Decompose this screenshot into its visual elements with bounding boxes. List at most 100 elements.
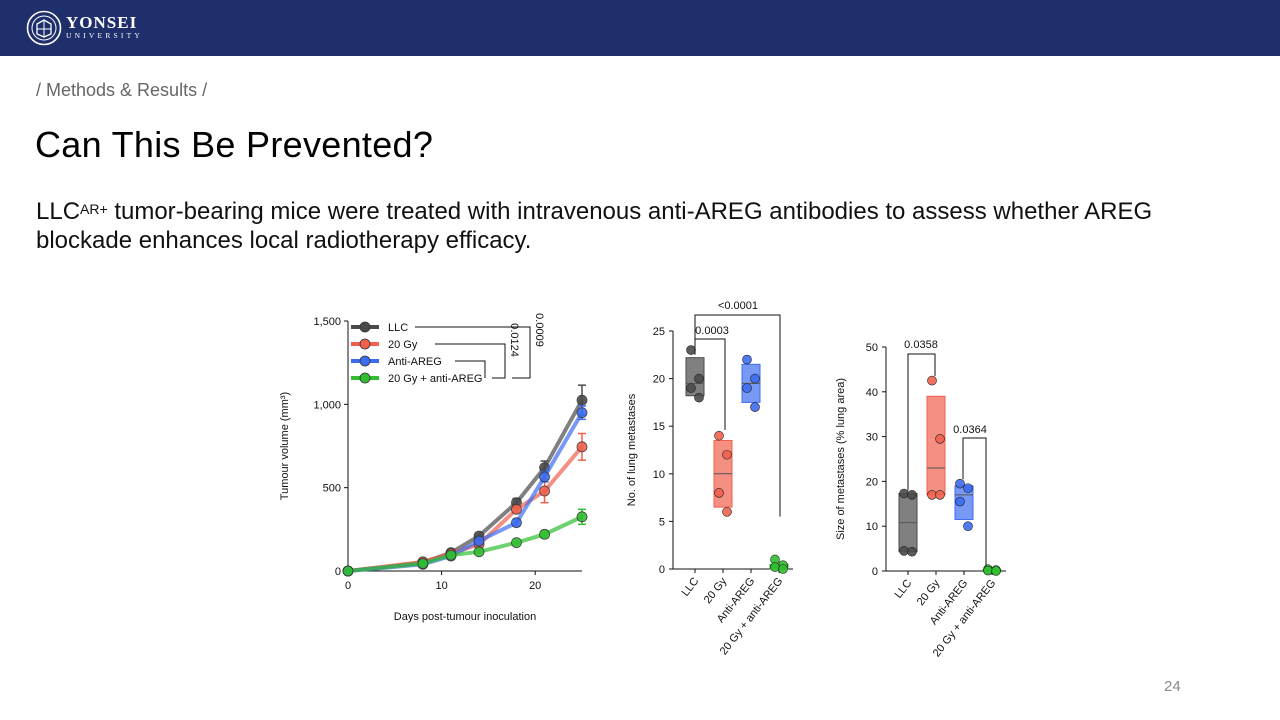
c3-data-point xyxy=(963,521,973,531)
c2-y-tick-label: 10 xyxy=(653,469,665,481)
c1-y-tick-label: 0 xyxy=(335,566,341,578)
c3-box xyxy=(926,395,946,496)
c3-y-tick-label: 0 xyxy=(872,566,878,578)
c1-legend-marker xyxy=(359,372,371,384)
c1-data-point xyxy=(511,517,522,529)
c2-data-point xyxy=(750,402,760,412)
c3-data-point xyxy=(927,375,937,386)
c1-data-point xyxy=(576,441,588,453)
c1-data-point xyxy=(576,407,588,419)
c2-data-point xyxy=(742,383,752,393)
c2-x-tick-label: 20 Gy xyxy=(702,575,730,606)
c1-data-point xyxy=(511,537,522,549)
c3-data-point xyxy=(927,490,937,500)
c2-bracket xyxy=(694,338,726,431)
c1-legend-label: 20 Gy + anti-AREG xyxy=(388,373,482,385)
c1-bracket xyxy=(435,343,506,379)
c2-y-tick-label: 5 xyxy=(659,516,665,528)
c1-data-point xyxy=(342,565,354,577)
c1-data-point xyxy=(539,485,550,497)
page-title: Can This Be Prevented? xyxy=(35,124,434,165)
c3-y-tick-label: 20 xyxy=(866,476,878,488)
c1-legend-marker xyxy=(359,338,371,350)
c1-legend-marker xyxy=(359,355,371,367)
c1-legend-label: Anti-AREG xyxy=(388,356,442,368)
c1-legend-label: LLC xyxy=(388,322,408,334)
c1-x-tick-label: 10 xyxy=(435,580,447,592)
c2-data-point xyxy=(686,345,696,355)
c3-data-point xyxy=(991,566,1001,576)
c1-y-tick-label: 1,000 xyxy=(313,399,341,411)
c2-y-tick-label: 0 xyxy=(659,564,665,576)
c3-pvalue: 0.0364 xyxy=(953,424,987,436)
c1-data-point xyxy=(417,558,429,569)
c2-y-tick-label: 25 xyxy=(653,326,665,338)
c3-data-point xyxy=(907,490,917,500)
c2-y-axis-label: No. of lung metastases xyxy=(626,393,638,506)
breadcrumb: / Methods & Results / xyxy=(36,80,208,100)
c3-data-point xyxy=(907,546,917,557)
c3-y-tick-label: 40 xyxy=(866,387,878,399)
c3-y-axis-label: Size of metastases (% lung area) xyxy=(835,378,847,540)
c3-data-point xyxy=(935,434,945,444)
logo-name: YONSEI xyxy=(66,13,138,32)
header-bar: YONSEI UNIVERSITY xyxy=(0,0,1280,56)
body-superscript: AR+ xyxy=(80,201,108,217)
c2-data-point xyxy=(714,488,724,498)
c3-y-tick-label: 30 xyxy=(866,432,878,444)
c1-bracket xyxy=(415,326,531,379)
c3-pvalue: 0.0358 xyxy=(904,339,938,351)
body-text-part1: LLC xyxy=(36,198,81,225)
c2-data-point xyxy=(770,562,780,572)
c2-x-tick-label: LLC xyxy=(679,575,701,598)
university-seal-icon xyxy=(26,10,62,46)
c1-pvalue: 0.0009 xyxy=(533,313,545,347)
c2-data-point xyxy=(722,449,732,460)
c2-data-point xyxy=(714,430,724,441)
c3-data-point xyxy=(983,565,993,576)
c3-data-point xyxy=(963,483,973,493)
c3-bracket xyxy=(962,437,987,567)
c2-data-point xyxy=(694,373,704,384)
c3-data-point xyxy=(899,546,909,556)
c3-bracket xyxy=(907,353,936,491)
university-logo-text: YONSEI UNIVERSITY xyxy=(66,14,143,40)
c2-pvalue: 0.0003 xyxy=(695,325,729,337)
c1-data-point xyxy=(445,549,457,561)
c2-data-point xyxy=(750,373,760,384)
body-text-part2: tumor-bearing mice were treated with int… xyxy=(36,198,1153,254)
c3-data-point xyxy=(955,478,965,489)
c1-x-axis-label: Days post-tumour inoculation xyxy=(394,611,536,623)
c1-y-tick-label: 1,500 xyxy=(313,316,341,328)
c2-y-tick-label: 20 xyxy=(653,374,665,386)
c1-y-axis-label: Tumour volume (mm³) xyxy=(279,392,291,500)
body-paragraph: LLCAR+ tumor-bearing mice were treated w… xyxy=(36,197,1246,255)
c1-data-point xyxy=(576,511,588,523)
c3-data-point xyxy=(899,488,909,499)
c3-y-tick-label: 50 xyxy=(866,342,878,354)
c3-x-tick-label: 20 Gy xyxy=(915,577,943,608)
c1-x-tick-label: 0 xyxy=(345,580,351,592)
c3-x-tick-label: LLC xyxy=(892,577,914,600)
c3-data-point xyxy=(935,490,945,500)
c3-data-point xyxy=(955,496,965,507)
c1-data-point xyxy=(539,528,550,540)
c2-y-tick-label: 15 xyxy=(653,421,665,433)
c1-bracket xyxy=(455,360,486,378)
c1-legend-label: 20 Gy xyxy=(388,339,418,351)
c1-pvalue: 0.0124 xyxy=(508,323,520,357)
c3-y-tick-label: 10 xyxy=(866,521,878,533)
c2-data-point xyxy=(742,354,752,365)
c2-data-point xyxy=(686,383,696,393)
c2-data-point xyxy=(778,564,788,574)
c1-data-point xyxy=(539,471,550,483)
c1-y-tick-label: 500 xyxy=(323,483,341,495)
c2-data-point xyxy=(722,507,732,517)
c2-pvalue: <0.0001 xyxy=(718,300,758,312)
c1-data-point xyxy=(473,546,485,558)
c1-data-point xyxy=(511,503,522,515)
c1-data-point xyxy=(473,535,485,547)
c1-legend-marker xyxy=(359,321,371,333)
logo-sub: UNIVERSITY xyxy=(66,31,143,40)
